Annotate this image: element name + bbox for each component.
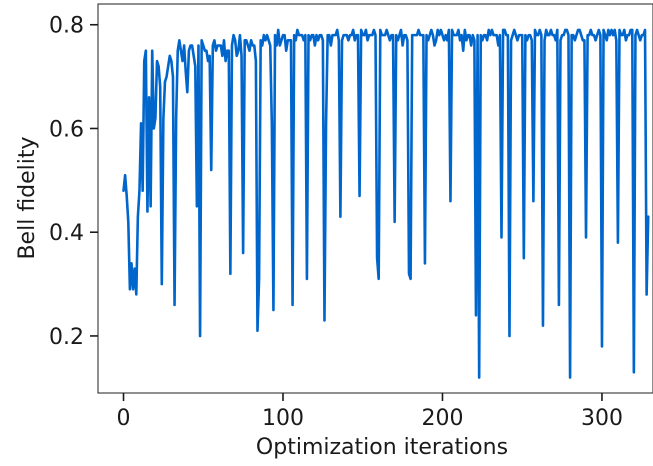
- series-line: [122, 28, 650, 379]
- y-tick-label: 0.8: [49, 14, 84, 39]
- x-tick-label: 0: [117, 406, 131, 431]
- x-tick-label: 200: [421, 406, 463, 431]
- x-axis: 0 100 200 300: [117, 393, 623, 431]
- y-tick-label: 0.4: [49, 221, 84, 246]
- x-tick-label: 100: [262, 406, 304, 431]
- x-tick-label: 300: [581, 406, 623, 431]
- plot-frame: [97, 3, 653, 394]
- y-axis: 0.2 0.4 0.6 0.8: [49, 14, 98, 350]
- y-axis-label: Bell fidelity: [15, 136, 40, 259]
- y-tick-label: 0.2: [49, 325, 84, 350]
- y-tick-label: 0.6: [49, 117, 84, 142]
- x-axis-label: Optimization iterations: [256, 435, 508, 460]
